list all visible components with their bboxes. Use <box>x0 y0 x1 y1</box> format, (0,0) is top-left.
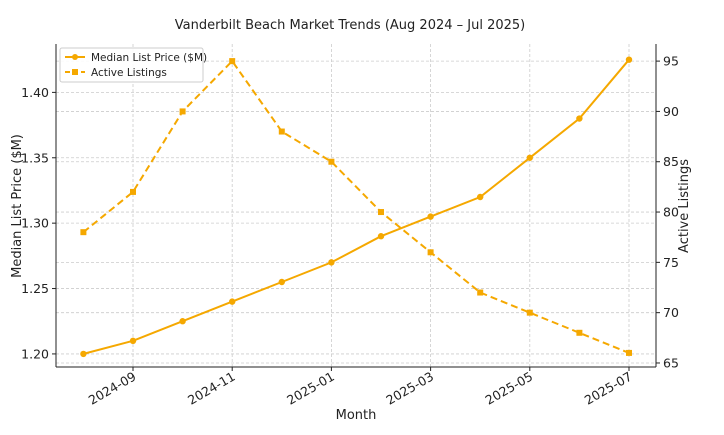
y-right-tick-label: 75 <box>663 255 679 270</box>
legend: Median List Price ($M) Active Listings <box>59 47 207 83</box>
median-price-point <box>526 154 533 161</box>
x-tick-label: 2024-09 <box>86 369 139 408</box>
y-right-tick-label: 95 <box>663 54 679 69</box>
active-listings-point <box>626 349 632 356</box>
median-price-point <box>625 56 633 63</box>
active-listings-point <box>80 229 87 236</box>
active-listings-point <box>278 128 285 135</box>
median-price-point <box>427 213 434 220</box>
median-price-point <box>576 115 583 122</box>
chart-title: Vanderbilt Beach Market Trends (Aug 2024… <box>175 18 526 33</box>
axes <box>52 44 660 371</box>
active-listings-point <box>229 58 236 65</box>
legend-median-price-marker <box>72 54 78 60</box>
median-price-point <box>278 278 285 286</box>
active-listings-point <box>427 249 434 256</box>
x-tick-label: 2025-03 <box>383 369 436 408</box>
y-axis-right-label: Active Listings <box>677 159 692 253</box>
y-right-tick-label: 80 <box>663 205 679 220</box>
median-price-point <box>129 337 137 345</box>
legend-active-listings-marker <box>72 69 78 75</box>
active-listings-point <box>179 108 186 115</box>
y-left-tick-label: 1.40 <box>21 85 49 100</box>
legend-active-listings-label: Active Listings <box>91 67 167 79</box>
y-right-tick-label: 65 <box>663 355 679 370</box>
active-listings-point <box>328 158 335 165</box>
legend-median-price-label: Median List Price ($M) <box>91 52 207 64</box>
active-listings-point <box>526 309 533 316</box>
data-series <box>80 56 633 358</box>
grid-lines <box>56 44 656 367</box>
median-price-point <box>477 193 484 201</box>
y-left-tick-label: 1.25 <box>21 281 49 296</box>
x-tick-label: 2025-01 <box>284 369 337 408</box>
median-price-point <box>377 233 385 240</box>
median-price-point <box>179 318 186 325</box>
y-right-tick-label: 85 <box>663 154 679 169</box>
y-left-tick-label: 1.35 <box>21 150 49 165</box>
y-axis-left-label: Median List Price ($M) <box>10 134 25 278</box>
active-listings-point <box>576 329 583 336</box>
x-tick-label: 2025-05 <box>483 369 536 408</box>
active-listings-point <box>378 209 384 216</box>
legend-box <box>59 47 204 83</box>
tick-labels: 2024-09 2024-11 2025-01 2025-03 2025-05 2025-… <box>21 54 679 408</box>
x-axis-label: Month <box>336 408 377 423</box>
y-left-tick-label: 1.20 <box>21 346 49 361</box>
active-listings-point <box>477 289 484 296</box>
active-listings-point <box>130 188 136 195</box>
y-right-tick-label: 70 <box>663 305 679 320</box>
median-price-point <box>328 259 335 266</box>
median-price-point <box>229 298 236 305</box>
x-tick-label: 2024-11 <box>185 369 238 408</box>
active-listings-line <box>82 59 630 354</box>
y-right-tick-label: 90 <box>663 104 679 119</box>
y-left-tick-label: 1.30 <box>21 216 49 231</box>
median-price-line <box>83 59 630 355</box>
x-tick-label: 2025-07 <box>582 369 635 408</box>
median-price-point <box>80 350 87 358</box>
